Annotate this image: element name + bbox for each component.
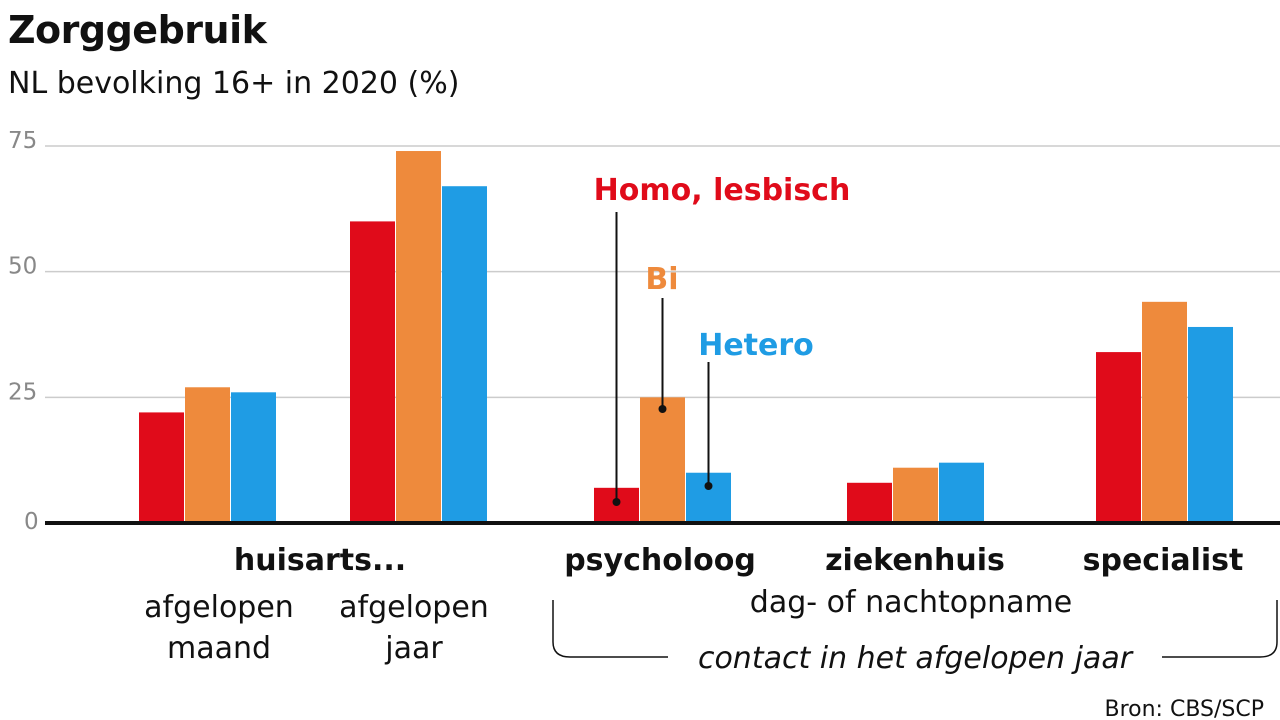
bar-hetero-3 <box>939 462 984 523</box>
sub-label-maand-2: maand <box>167 631 271 666</box>
bar-bi-0 <box>185 387 230 523</box>
sub-label-opname: dag- of nachtopname <box>750 585 1072 620</box>
cat-label-specialist: specialist <box>1083 543 1244 578</box>
callout-dot-homo <box>612 498 621 506</box>
callout-dot-hetero <box>704 482 713 490</box>
y-tick-label: 0 <box>24 509 39 535</box>
bar-homo-1 <box>350 221 395 523</box>
y-tick-label: 25 <box>8 379 37 405</box>
callout-dot-bi <box>658 405 667 413</box>
y-tick-label: 50 <box>8 254 37 280</box>
bar-bi-4 <box>1142 301 1187 523</box>
legend-bi: Bi <box>645 262 678 297</box>
brace-left <box>552 600 668 658</box>
brace-right <box>1162 600 1278 658</box>
sub-label-jaar-2: jaar <box>384 631 443 666</box>
source-note: Bron: CBS/SCP <box>1105 697 1265 720</box>
y-tick-label: 75 <box>8 128 37 154</box>
legend-homo: Homo, lesbisch <box>594 173 851 208</box>
sub-label-jaar-1: afgelopen <box>339 590 489 625</box>
bar-bi-3 <box>893 467 938 523</box>
bar-bi-2 <box>640 397 685 523</box>
sub-label-maand-1: afgelopen <box>144 590 294 625</box>
cat-label-psycholoog: psycholoog <box>564 543 756 578</box>
cat-label-ziekenhuis: ziekenhuis <box>825 543 1005 578</box>
bar-hetero-0 <box>231 392 276 523</box>
bar-hetero-4 <box>1188 326 1233 523</box>
cat-label-huisarts: huisarts... <box>234 543 406 578</box>
chart-title: Zorggebruik <box>8 8 267 52</box>
bar-hetero-1 <box>442 186 487 524</box>
bar-homo-0 <box>139 412 184 523</box>
legend-hetero: Hetero <box>698 328 814 363</box>
brace-label: contact in het afgelopen jaar <box>698 641 1134 676</box>
bar-bi-1 <box>396 151 441 523</box>
bar-homo-3 <box>847 482 892 523</box>
chart-subtitle: NL bevolking 16+ in 2020 (%) <box>8 66 460 101</box>
bar-homo-4 <box>1096 352 1141 523</box>
